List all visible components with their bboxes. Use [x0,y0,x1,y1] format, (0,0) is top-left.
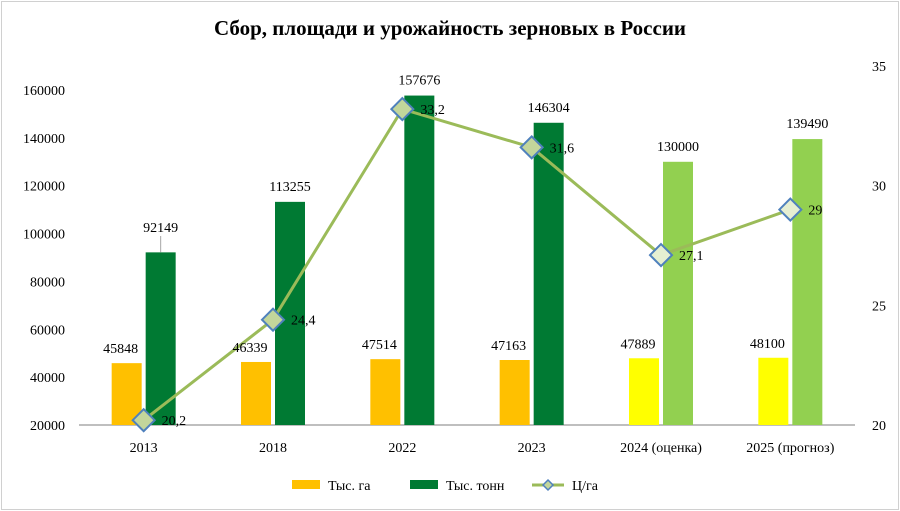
left-tick-label: 140000 [23,132,65,147]
area-bar [241,361,271,425]
x-tick-label: 2013 [130,441,158,456]
left-tick-label: 80000 [30,275,65,290]
chart-title: Сбор, площади и урожайность зерновых в Р… [213,16,687,40]
area-bar-label: 48100 [750,337,785,352]
x-tick-label: 2024 (оценка) [620,441,702,456]
area-bar [629,358,659,425]
right-tick-label: 25 [872,299,886,314]
left-tick-label: 160000 [23,84,65,99]
harvest-bar-label: 130000 [657,140,699,155]
legend-item-yield: Ц/га [532,478,599,494]
yield-marker [131,407,157,433]
right-tick-label: 35 [872,60,886,75]
area-bar-label: 46339 [233,341,268,356]
x-tick-label: 2018 [259,441,287,456]
data-labels-layer: 45848 92149 46339 113255 47514 157676 47163 146… [103,74,828,430]
yield-label: 27,1 [679,249,704,264]
legend-item-area: Тыс. га [292,479,371,494]
legend: Тыс. га Тыс. тонн Ц/га [292,478,599,494]
left-tick-label: 100000 [23,228,65,243]
right-tick-label: 30 [872,180,886,195]
bars-layer [111,95,823,426]
yield-line-layer [131,96,803,433]
legend-marker [541,478,555,492]
area-bar [370,359,401,425]
legend-label: Тыс. тонн [446,479,505,494]
left-axis: 20000 40000 60000 80000 100000 120000 140000 16… [23,84,65,434]
harvest-bar-label: 139490 [786,117,828,132]
harvest-bar [533,122,564,425]
x-tick-label: 2022 [388,441,416,456]
yield-label: 24,4 [291,314,316,329]
yield-label: 20,2 [162,414,187,429]
area-bar-label: 45848 [103,342,138,357]
harvest-bar [792,139,823,425]
x-tick-label: 2023 [518,441,546,456]
legend-label: Ц/га [572,479,599,494]
area-bar-label: 47889 [621,337,656,352]
harvest-bar [404,95,435,425]
legend-item-harvest: Тыс. тонн [410,479,505,494]
harvest-bar-label: 113255 [269,180,310,195]
yield-marker [648,242,674,268]
harvest-bar-label: 157676 [398,74,440,89]
area-bar-label: 47163 [491,339,526,354]
yield-marker [519,134,545,160]
yield-label: 31,6 [550,141,575,156]
area-bar [499,360,530,425]
yield-label: 33,2 [420,103,445,118]
yield-marker [777,197,803,223]
left-tick-label: 40000 [30,371,65,386]
legend-swatch [292,480,320,489]
right-tick-label: 20 [872,419,886,434]
left-tick-label: 20000 [30,419,65,434]
harvest-bar [275,201,305,425]
yield-marker [260,307,286,333]
yield-marker [389,96,415,122]
legend-swatch [410,480,438,489]
area-bar [111,363,142,425]
x-tick-label: 2025 (прогноз) [746,441,834,456]
left-tick-label: 60000 [30,323,65,338]
harvest-bar-label: 92149 [143,221,178,236]
area-bar [758,357,789,425]
x-tick-labels: 2013 2018 2022 2023 2024 (оценка) 2025 (прогн… [130,441,835,456]
left-tick-label: 120000 [23,180,65,195]
yield-line [142,107,791,422]
harvest-bar [145,252,176,425]
harvest-bar-label: 146304 [528,101,570,116]
area-bar-label: 47514 [362,338,397,353]
yield-label: 29 [808,204,822,219]
right-axis: 20 25 30 35 [872,60,886,434]
legend-label: Тыс. га [328,479,371,494]
harvest-bar [663,161,693,426]
